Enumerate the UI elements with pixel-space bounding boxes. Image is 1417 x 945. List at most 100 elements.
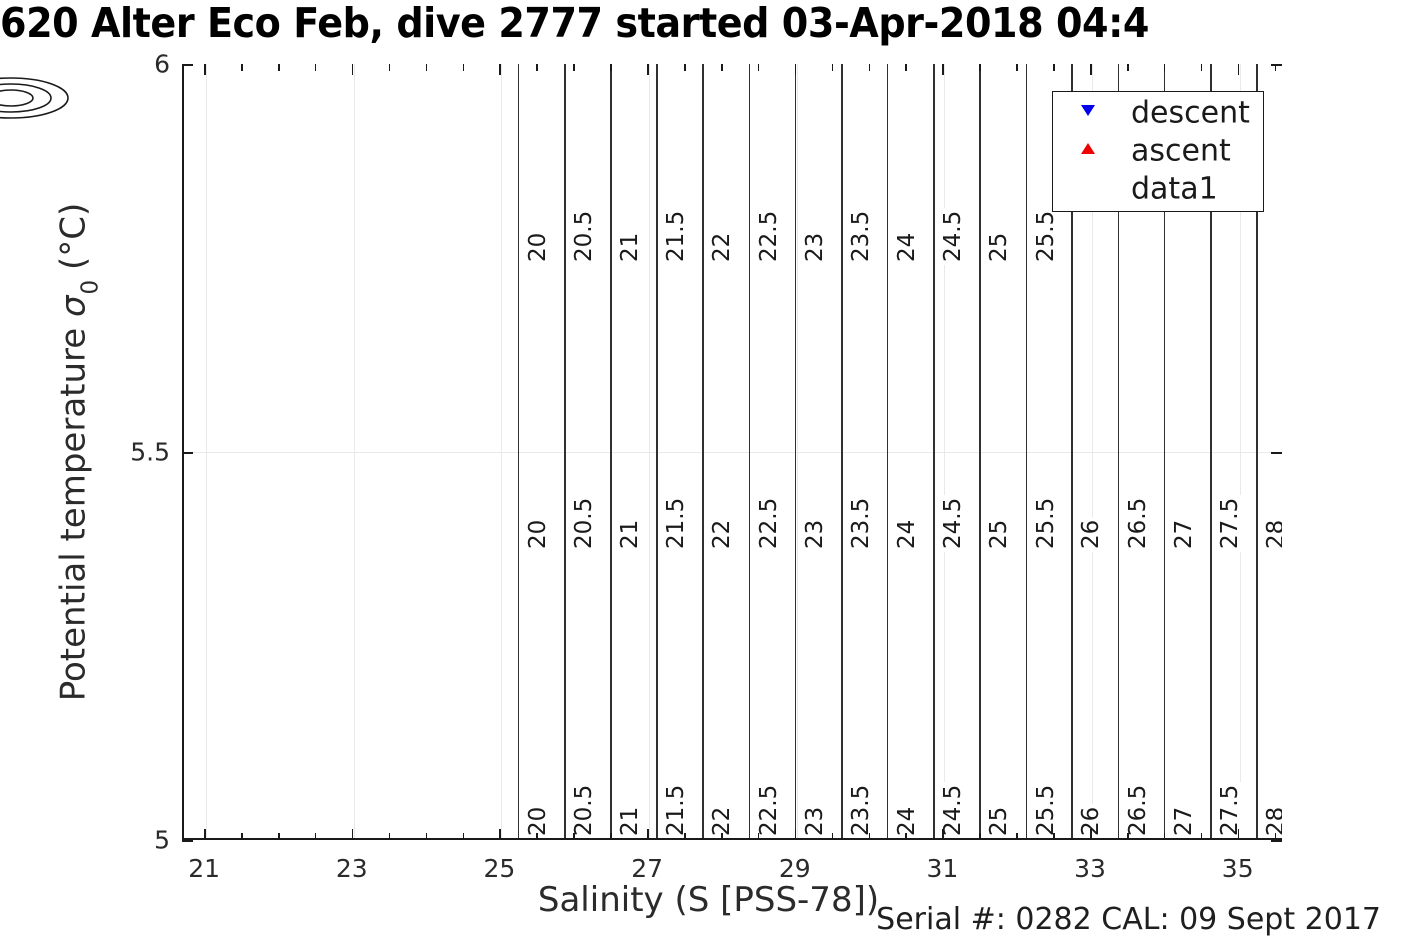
contour-label: 20 [525,516,551,553]
x-axis-top-tick [499,64,502,75]
x-axis-minor-tick [277,833,280,840]
x-axis-minor-tick [314,833,317,840]
x-axis-top-tick [905,64,908,71]
x-axis-tick-label: 31 [926,854,959,883]
x-axis-top-tick [351,64,354,75]
contour-label: 26 [1078,516,1104,553]
y-axis-label-text: Potential temperature σ0 (°C) [53,203,104,702]
contour-label: 25.5 [1033,207,1059,265]
x-axis-minor-tick [1163,833,1166,840]
y-axis-right-tick [1271,64,1282,66]
contour-label: 21.5 [663,207,689,265]
contour-label: 27 [1171,803,1197,838]
y-axis-tick-label: 5 [154,825,170,855]
contour-label: 20.5 [571,207,597,265]
x-axis-minor-tick [536,833,538,840]
x-axis-minor-tick [1126,833,1129,840]
x-axis-minor-tick [610,833,612,840]
legend-box[interactable]: descent ascent data1 [1052,91,1264,212]
x-axis-top-tick [720,64,723,71]
legend-item-data1[interactable]: data1 [1053,170,1263,208]
density-contour-line [609,64,612,838]
x-axis-top-tick [684,64,686,71]
x-axis-top-tick [647,64,649,75]
x-axis-minor-tick [905,833,908,840]
contour-label: 25.5 [1033,494,1059,553]
density-contour-line [1255,64,1258,838]
x-axis-minor-tick [1053,833,1055,840]
x-axis-major-tick [942,829,944,840]
contour-label: 24.5 [940,781,966,838]
x-axis-top-tick [462,64,465,71]
density-contour-line [1071,64,1073,838]
x-axis-top-tick [942,64,944,75]
contour-label: 27.5 [1217,494,1243,553]
x-axis-label: Salinity (S [PSS-78]) [537,880,880,920]
x-axis-tick-label: 29 [778,854,811,883]
density-contour-line [702,64,704,838]
x-axis-top-tick [241,64,243,71]
x-axis-minor-tick [425,833,428,840]
x-axis-minor-tick [831,833,834,840]
density-contour-line [564,64,566,838]
x-axis-top-tick [1126,64,1129,71]
x-axis-minor-tick [1016,833,1018,840]
contour-label: 23 [802,516,828,553]
x-axis-minor-tick [241,833,243,840]
gridline-vertical [1239,64,1241,838]
density-contour-line [1025,64,1028,838]
contour-rings-icon [0,77,69,119]
y-axis-right-tick [1271,452,1282,454]
legend-item-descent[interactable]: descent [1053,94,1263,132]
y-axis-right-tick [1271,840,1282,842]
y-axis-label-prefix: Potential temperature [53,317,94,702]
x-axis-top-tick [573,64,575,71]
contour-label: 21.5 [663,494,689,553]
legend-label-descent: descent [1131,95,1250,131]
contour-label: 24 [894,803,920,838]
contour-label: 24 [894,229,920,265]
x-axis-top-tick [1200,64,1203,71]
x-axis-minor-tick [1200,833,1203,840]
y-axis-label: Potential temperature σ0 (°C) [52,64,104,840]
contour-label: 22.5 [756,207,782,265]
gridline-vertical [206,64,208,838]
density-contour-line [656,64,659,838]
triangle-down-icon [1081,105,1097,121]
density-contour-line [794,64,797,838]
gridline-vertical [353,64,355,838]
contour-label: 25 [986,516,1012,553]
contour-label: 21 [617,803,643,838]
x-axis-top-tick [610,64,612,71]
contour-label: 20 [525,803,551,838]
x-axis-top-tick [794,64,797,75]
density-contour-line [748,64,751,838]
gridline-vertical [501,64,503,838]
x-axis-top-tick [868,64,871,71]
x-axis-minor-tick [757,833,760,840]
x-axis-major-tick [647,829,649,840]
gridline-vertical [944,64,946,838]
density-contour-line [1117,64,1120,838]
y-axis-major-tick [182,64,193,66]
sigma-symbol: σ [53,295,94,317]
x-axis-major-tick [1090,829,1092,840]
y-axis-tick-label: 6 [154,49,170,79]
x-axis-minor-tick [684,833,686,840]
x-axis-major-tick [204,829,206,840]
contour-label: 28 [1263,803,1282,838]
x-axis-tick-label: 23 [335,854,368,883]
x-axis-top-tick [314,64,317,71]
contour-label: 23.5 [848,494,874,553]
contour-label: 23.5 [848,781,874,838]
legend-item-ascent[interactable]: ascent [1053,132,1263,170]
x-axis-top-tick [1237,64,1240,75]
y-axis-major-tick [182,452,193,454]
contour-label: 23.5 [848,207,874,265]
contour-label: 20 [525,229,551,265]
gridline-vertical [796,64,798,838]
density-contour-line [886,64,889,838]
gridline-vertical [649,64,651,838]
x-axis-tick-label: 25 [483,854,516,883]
